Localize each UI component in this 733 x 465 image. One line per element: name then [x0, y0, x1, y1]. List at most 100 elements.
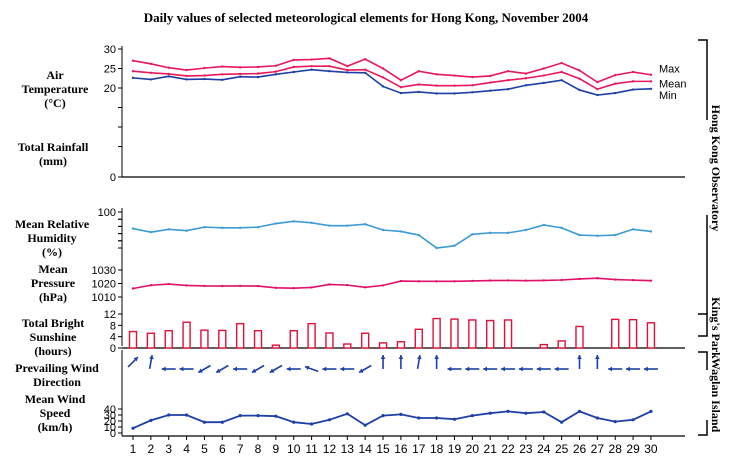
data-point: [524, 279, 528, 282]
data-point: [238, 226, 242, 230]
y-tick-label: 20: [104, 83, 116, 95]
ylabel-line: (hours): [34, 344, 71, 358]
panel-label-pressure: Mean Pressure (hPa): [31, 262, 76, 304]
wind-arrow-head: [233, 366, 237, 372]
y-tick-label: 30: [104, 410, 116, 422]
x-tick-label: 18: [430, 442, 444, 456]
data-point: [435, 73, 438, 76]
wind-arrow-head: [286, 366, 291, 372]
data-point: [614, 82, 617, 85]
ylabel-line: Sunshine: [30, 330, 77, 344]
data-point: [149, 230, 153, 234]
wind-arrow-head: [536, 366, 541, 372]
data-point: [363, 68, 367, 71]
y-tick-label: 10: [104, 422, 116, 434]
data-point: [453, 244, 456, 248]
panel-label-air-temperature: Air Temperature (°C): [22, 68, 89, 110]
data-point: [221, 284, 224, 288]
data-point: [649, 80, 653, 83]
wind-arrow-head: [322, 366, 327, 372]
data-point: [560, 226, 563, 230]
data-point: [489, 81, 492, 84]
x-tick-label: 11: [305, 442, 318, 456]
sunshine-bar: [450, 318, 459, 349]
data-point: [292, 58, 295, 62]
panel-label-total-rainfall: Total Rainfall (mm): [18, 140, 89, 168]
x-tick-label: 6: [219, 442, 226, 456]
x-tick-label: 10: [287, 442, 301, 456]
wind-arrow-head: [643, 366, 648, 372]
data-point: [470, 414, 474, 418]
data-point: [328, 70, 331, 73]
wind-arrow-head: [161, 366, 166, 372]
ylabel-line: (°C): [44, 96, 65, 110]
data-point: [399, 79, 403, 82]
panel-label-wind-speed: Mean Wind Speed (km/h): [25, 392, 86, 434]
x-tick-label: 7: [237, 442, 244, 456]
data-point: [381, 67, 385, 70]
data-point: [221, 226, 224, 230]
data-point: [542, 67, 545, 70]
wind-arrow-head: [483, 366, 488, 372]
x-tick-label: 25: [555, 442, 569, 456]
data-point: [489, 89, 492, 92]
data-point: [560, 79, 563, 82]
data-point: [274, 414, 278, 418]
sunshine-bar: [128, 330, 138, 349]
wind-arrow-head: [501, 366, 505, 372]
sunshine-bar: [307, 322, 316, 349]
data-point: [435, 416, 439, 420]
data-point: [274, 64, 278, 67]
y-tick-label: 1020: [92, 279, 116, 291]
series-label-max: Max: [659, 64, 680, 76]
data-point: [203, 225, 206, 229]
data-point: [596, 234, 599, 237]
data-point: [453, 280, 456, 283]
y-tick-label: 1030: [92, 265, 116, 277]
series-line-humidity: [132, 220, 652, 249]
series-line-mean: [132, 65, 651, 91]
data-point: [417, 83, 420, 86]
data-point: [149, 418, 153, 422]
data-point: [399, 86, 403, 89]
data-point: [149, 71, 153, 74]
data-point: [649, 87, 653, 90]
data-point: [292, 420, 296, 424]
x-tick-label: 19: [448, 442, 462, 456]
data-point: [256, 414, 260, 418]
data-point: [149, 62, 153, 66]
data-point: [596, 277, 599, 280]
data-point: [328, 283, 331, 286]
data-point: [381, 85, 385, 88]
data-point: [346, 71, 349, 74]
wind-arrow-head: [149, 355, 154, 360]
data-point: [292, 287, 295, 290]
x-tick-label: 8: [255, 442, 262, 456]
data-point: [310, 58, 313, 61]
wind-arrow-head: [380, 355, 386, 359]
data-point: [453, 92, 456, 95]
data-point: [471, 75, 474, 79]
data-point: [203, 66, 206, 70]
ylabel-line: Total Rainfall: [18, 140, 89, 154]
x-tick-label: 29: [626, 442, 640, 456]
data-point: [238, 66, 242, 69]
station-label-hko: Hong Kong Observatory: [709, 105, 723, 232]
wind-arrow-head: [398, 355, 404, 359]
data-point: [328, 224, 331, 227]
data-point: [310, 422, 314, 426]
sunshine-bar: [253, 330, 263, 349]
wind-arrow-head: [269, 368, 275, 373]
data-point: [256, 65, 260, 69]
station-bracket-hko: Hong Kong Observatory: [698, 39, 723, 337]
ylabel-line: Humidity: [27, 231, 76, 245]
data-point: [524, 72, 528, 75]
data-point: [560, 278, 563, 282]
sunshine-bar: [235, 322, 245, 349]
sunshine-bar: [146, 332, 156, 349]
data-point: [346, 283, 349, 287]
wind-arrow-head: [216, 368, 221, 373]
data-point: [596, 80, 599, 84]
y-tick-label: 0: [110, 343, 116, 355]
x-tick-label: 9: [273, 442, 280, 456]
